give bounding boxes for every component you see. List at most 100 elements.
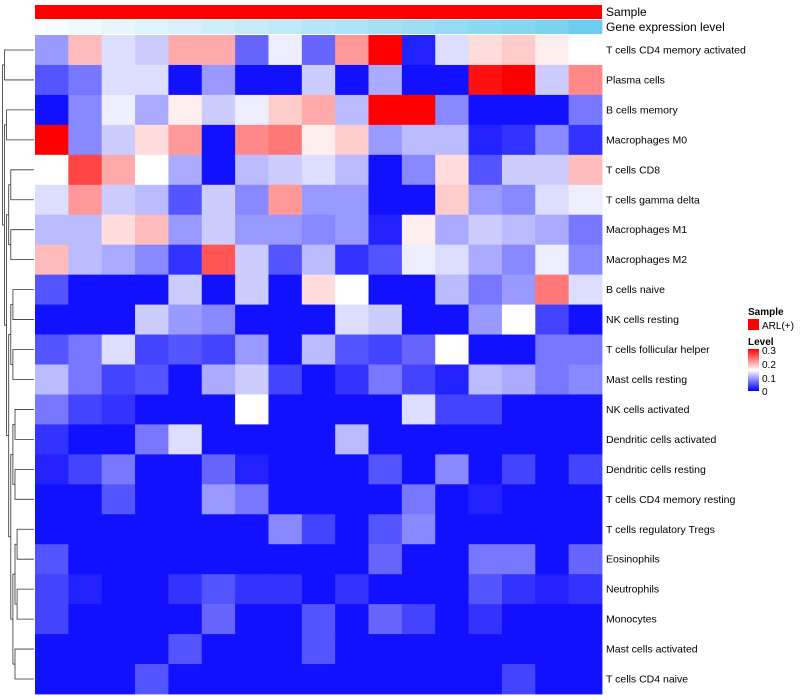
heatmap-cell — [135, 244, 169, 276]
heatmap-cell — [235, 124, 269, 156]
heatmap-cell — [301, 454, 336, 485]
heatmap-cell — [435, 35, 469, 66]
heatmap-cell — [168, 604, 203, 635]
heatmap-cell — [101, 574, 136, 605]
heatmap-cell — [501, 244, 536, 276]
heatmap-cell — [268, 574, 303, 605]
heatmap-cell — [201, 544, 236, 575]
heatmap-cell — [468, 184, 503, 216]
heatmap-cell — [35, 184, 69, 216]
heatmap-cell — [368, 35, 403, 66]
heatmap-cell — [101, 304, 136, 335]
heatmap-cell — [501, 154, 536, 186]
heatmap-cell — [235, 244, 269, 276]
heatmap-cell — [201, 184, 236, 216]
heatmap-cell — [301, 574, 336, 605]
row-label: T cells gamma delta — [606, 194, 700, 206]
heatmap-cell — [201, 124, 236, 156]
heatmap-cell — [368, 154, 403, 186]
row-label: NK cells resting — [606, 314, 679, 326]
heatmap-cell — [435, 514, 469, 545]
heatmap-cell — [335, 664, 369, 695]
expression-annotation-cell — [568, 20, 603, 34]
heatmap-cell — [101, 604, 136, 635]
heatmap-cell — [435, 184, 469, 216]
heatmap-cell — [268, 514, 303, 545]
heatmap-cell — [135, 664, 169, 695]
heatmap-cell — [68, 364, 103, 395]
heatmap-cell — [301, 94, 336, 126]
heatmap-cell — [35, 35, 69, 66]
heatmap-cell — [35, 94, 69, 126]
expression-annotation-cell — [235, 20, 269, 34]
heatmap-cell — [301, 634, 336, 665]
row-label: B cells memory — [606, 104, 679, 116]
dendrogram-branch — [12, 349, 34, 380]
heatmap-cell — [335, 94, 369, 126]
heatmap-cell — [435, 394, 469, 425]
heatmap-cell — [235, 664, 269, 695]
sample-annotation-bar — [35, 5, 602, 19]
heatmap-cell — [335, 304, 369, 335]
dendrogram-branch — [12, 289, 34, 320]
dendrogram-branch — [16, 588, 34, 620]
heatmap-cell — [68, 184, 103, 216]
heatmap-cell — [468, 244, 503, 276]
heatmap-cell — [368, 664, 403, 695]
heatmap-cell — [568, 64, 603, 96]
heatmap-cell — [201, 35, 236, 66]
heatmap-cell — [368, 334, 403, 365]
heatmap-cell — [401, 664, 436, 695]
heatmap-cell — [135, 364, 169, 395]
row-label: Macrophages M1 — [606, 224, 687, 236]
heatmap-cell — [501, 184, 536, 216]
expression-annotation-cell — [501, 20, 536, 34]
heatmap-cell — [268, 364, 303, 395]
heatmap-cell — [501, 544, 536, 575]
heatmap-cell — [535, 94, 570, 126]
heatmap-cell — [401, 634, 436, 665]
heatmap-cell — [235, 604, 269, 635]
heatmap-cell — [335, 184, 369, 216]
expression-annotation-cell — [301, 20, 336, 34]
dendrogram-branch — [10, 229, 34, 261]
row-dendrogram — [2, 49, 34, 680]
heatmap-cell — [335, 424, 369, 455]
expression-annotation-cell — [401, 20, 436, 34]
heatmap-cell — [301, 424, 336, 455]
heatmap-cell — [535, 484, 570, 515]
heatmap-cell — [535, 394, 570, 425]
heatmap-cell — [535, 35, 570, 66]
heatmap-cell — [401, 64, 436, 96]
heatmap-cell — [535, 244, 570, 276]
heatmap-cell — [268, 94, 303, 126]
heatmap-cell — [35, 154, 69, 186]
heatmap-cell — [335, 214, 369, 246]
heatmap-cell — [235, 514, 269, 545]
heatmap-cell — [568, 544, 603, 575]
heatmap-cell — [235, 454, 269, 485]
heatmap-cell — [68, 35, 103, 66]
heatmap-cell — [201, 214, 236, 246]
heatmap-cell — [468, 304, 503, 335]
heatmap-cell — [568, 604, 603, 635]
heatmap-cell — [368, 634, 403, 665]
heatmap-cell — [501, 214, 536, 246]
annotation-tracks — [35, 5, 603, 34]
heatmap-cell — [68, 124, 103, 156]
heatmap-cell — [201, 604, 236, 635]
heatmap-cell — [401, 244, 436, 276]
heatmap-cell — [35, 394, 69, 425]
row-label: Mast cells activated — [606, 644, 698, 656]
heatmap-cell — [435, 634, 469, 665]
heatmap-cell — [335, 394, 369, 425]
row-label: T cells CD4 memory activated — [606, 44, 746, 56]
heatmap-cell — [68, 574, 103, 605]
heatmap-cell — [268, 304, 303, 335]
heatmap-cell — [501, 514, 536, 545]
row-label: B cells naive — [606, 284, 665, 296]
heatmap-cell — [401, 334, 436, 365]
heatmap-cell — [135, 334, 169, 365]
heatmap-cell — [568, 274, 603, 305]
heatmap-cell — [368, 364, 403, 395]
